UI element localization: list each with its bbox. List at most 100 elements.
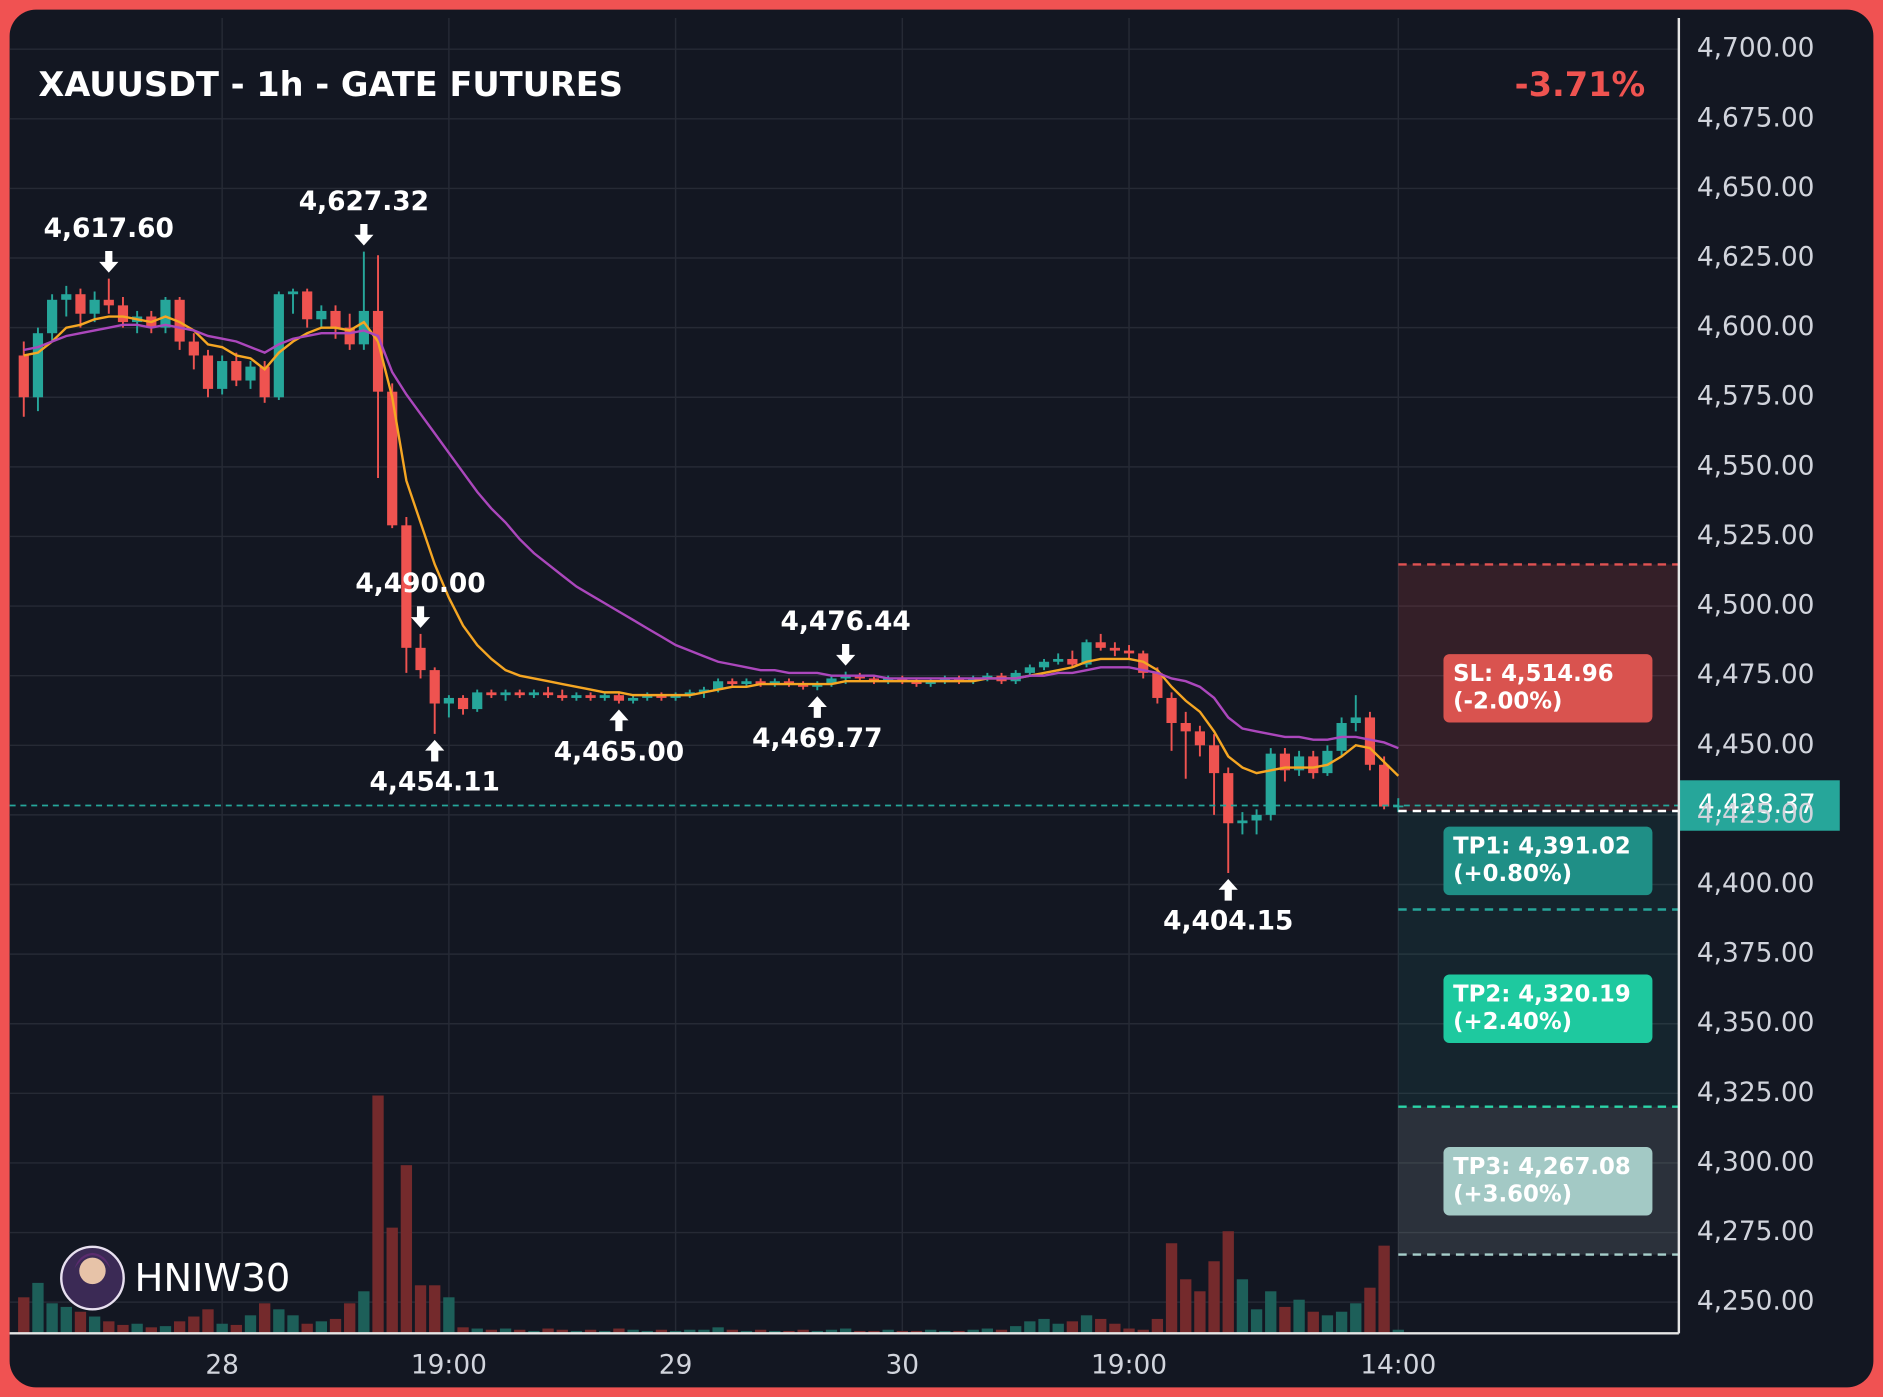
y-tick-label: 4,450.00 <box>1697 729 1815 760</box>
volume-bar <box>726 1329 738 1334</box>
volume-bar <box>457 1327 469 1334</box>
grid <box>9 18 1679 1334</box>
volume-bar <box>145 1327 157 1334</box>
volume-bar <box>60 1306 72 1334</box>
candle-body <box>982 675 993 679</box>
x-tick-label: 14:00 <box>1360 1349 1436 1380</box>
candle-body <box>1237 820 1248 824</box>
candle-body <box>528 692 540 696</box>
candle-body <box>103 299 114 306</box>
candle-body <box>713 681 724 690</box>
watermark: HNIW30 <box>60 1245 290 1311</box>
candle-body <box>613 695 625 701</box>
candle-body <box>302 291 313 320</box>
volume-bar <box>1038 1318 1050 1334</box>
moving-averages <box>23 315 1400 777</box>
candles <box>18 251 1404 873</box>
volume-bar <box>103 1321 115 1334</box>
candle-body <box>287 291 299 295</box>
volume-bar <box>1165 1243 1178 1334</box>
candle-body <box>1350 717 1361 724</box>
candle-body <box>684 692 695 696</box>
volume-bar <box>1392 1329 1404 1334</box>
annotation-arrow <box>609 709 629 732</box>
volume-bar <box>1364 1287 1376 1334</box>
candle-body <box>953 678 965 682</box>
candle-body <box>1194 731 1205 746</box>
candle-body <box>1293 756 1305 771</box>
candle-body <box>1265 753 1276 815</box>
candle-body <box>1152 672 1163 698</box>
candle-body <box>1279 753 1291 771</box>
candle-body <box>429 670 440 704</box>
level-note: (+3.60%) <box>1453 1182 1572 1208</box>
candle-body <box>670 695 681 698</box>
y-tick-label: 4,400.00 <box>1697 868 1815 899</box>
y-tick-label: 4,500.00 <box>1697 590 1815 621</box>
candle-body <box>32 333 44 398</box>
y-tick-label: 4,475.00 <box>1697 659 1815 690</box>
candle-body <box>1322 750 1333 774</box>
volume-bar <box>1307 1311 1319 1334</box>
candle-body <box>358 310 369 345</box>
volume-bar <box>754 1329 767 1334</box>
volume-bar <box>414 1285 427 1334</box>
volume-bar <box>358 1291 370 1334</box>
volume-bar <box>1151 1318 1164 1334</box>
annotation-arrow <box>1218 878 1238 901</box>
volume-bar <box>924 1329 937 1334</box>
volume-bar <box>797 1329 809 1334</box>
candle-body <box>401 525 412 648</box>
candle-body <box>1024 667 1035 673</box>
y-tick-label: 4,250.00 <box>1697 1286 1815 1317</box>
y-tick-label: 4,625.00 <box>1697 242 1815 273</box>
volume-bar <box>32 1282 44 1334</box>
volume-bar <box>1052 1323 1064 1334</box>
level-label: TP1: 4,391.02 <box>1453 834 1631 860</box>
volume-bar <box>188 1316 200 1334</box>
candle-body <box>571 695 582 698</box>
volume-bar <box>981 1328 994 1334</box>
avatar-face <box>79 1257 106 1285</box>
candle-body <box>1109 647 1120 651</box>
change-percent: -3.71% <box>1515 65 1646 104</box>
candle-body <box>1379 764 1390 807</box>
candle-body <box>798 684 809 687</box>
volume-bar <box>556 1329 568 1334</box>
volume-bar <box>542 1328 554 1334</box>
volume-bar <box>1123 1328 1135 1334</box>
volume-bar <box>230 1324 242 1334</box>
candle-body <box>245 366 256 381</box>
volume-bar <box>1222 1231 1234 1334</box>
volume-bar <box>1293 1299 1305 1334</box>
level-label: TP3: 4,267.08 <box>1453 1154 1631 1180</box>
candle-body <box>1308 756 1319 774</box>
y-tick-label: 4,275.00 <box>1697 1216 1815 1247</box>
moving-average <box>23 315 1400 777</box>
candle-body <box>911 681 922 685</box>
volume-bar <box>584 1329 597 1334</box>
y-tick-label: 4,550.00 <box>1697 450 1815 481</box>
volume-bar <box>259 1303 271 1334</box>
volume-bar <box>825 1329 838 1334</box>
volume-bar <box>1194 1291 1206 1334</box>
volume-bar <box>88 1316 101 1334</box>
candle-body <box>330 310 341 328</box>
candle-body <box>868 678 880 682</box>
y-tick-label: 4,650.00 <box>1697 172 1815 203</box>
x-tick-label: 19:00 <box>411 1349 487 1380</box>
volume-bar <box>301 1323 313 1334</box>
moving-average <box>23 323 1399 750</box>
candle-body <box>656 695 667 698</box>
candle-body <box>443 697 454 704</box>
candle-body <box>627 697 639 701</box>
volume-bar <box>1378 1245 1390 1334</box>
candle-body <box>1223 773 1234 824</box>
level-box <box>1443 654 1653 723</box>
volume-bar <box>273 1309 285 1334</box>
candle-body <box>202 355 214 389</box>
candle-body <box>883 678 894 682</box>
candle-body <box>755 681 766 685</box>
volume-bar <box>329 1318 342 1334</box>
volume-bar <box>839 1328 852 1334</box>
